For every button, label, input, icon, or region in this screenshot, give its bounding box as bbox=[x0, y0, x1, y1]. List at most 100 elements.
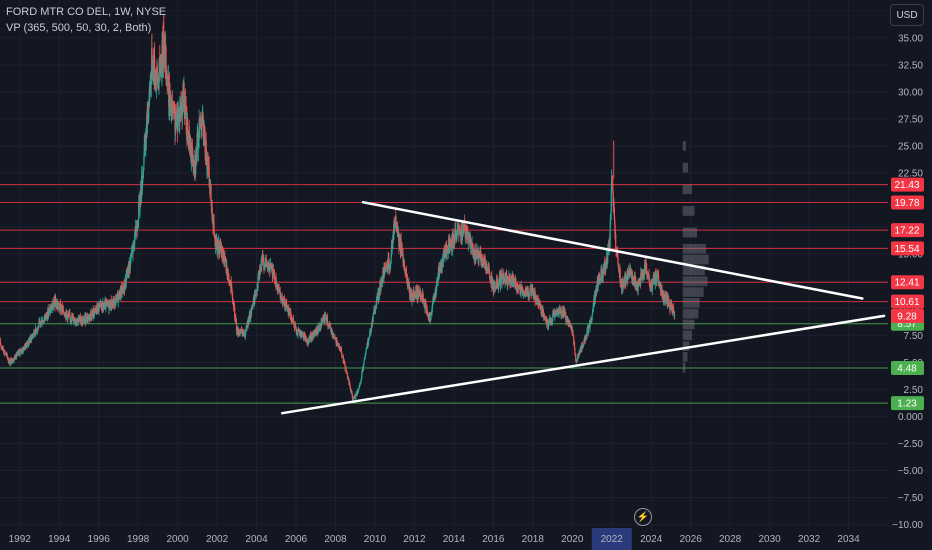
candle-body bbox=[559, 308, 561, 310]
candle-body bbox=[474, 248, 476, 255]
candle-body bbox=[261, 255, 263, 266]
level-badge-label: 8.57 bbox=[897, 319, 917, 330]
candle-body bbox=[151, 48, 153, 72]
candle-body bbox=[668, 302, 670, 306]
candle-body bbox=[33, 330, 35, 334]
candle-body bbox=[672, 306, 675, 313]
y-tick-label: −10.00 bbox=[892, 520, 923, 531]
candle-body bbox=[649, 285, 651, 289]
candle-body bbox=[28, 338, 30, 345]
currency-button[interactable]: USD bbox=[890, 4, 924, 26]
candle-body bbox=[646, 269, 648, 276]
candle-body bbox=[393, 228, 396, 234]
candle-body bbox=[631, 275, 634, 283]
candle-body bbox=[204, 130, 206, 153]
candle-body bbox=[547, 320, 549, 323]
candle-body bbox=[611, 176, 613, 190]
candle-body bbox=[29, 339, 31, 343]
highlighted-x-label-bg bbox=[591, 528, 632, 550]
candle-body bbox=[216, 239, 218, 252]
volume-bin bbox=[682, 243, 707, 254]
candle-body bbox=[400, 239, 402, 252]
horizontal-levels bbox=[0, 184, 888, 404]
candle-body bbox=[613, 201, 615, 209]
candle-body bbox=[648, 279, 651, 286]
candle-body bbox=[674, 315, 676, 316]
candle-body bbox=[596, 280, 598, 288]
candle-body bbox=[73, 318, 75, 321]
candle-body bbox=[156, 65, 158, 73]
candle-body bbox=[449, 240, 451, 248]
candle-body bbox=[148, 102, 150, 120]
trendlines[interactable] bbox=[280, 201, 886, 415]
candle-body bbox=[493, 281, 495, 291]
candle-body bbox=[175, 115, 177, 129]
level-badge-label: 21.43 bbox=[894, 180, 919, 191]
chart-title: FORD MTR CO DEL, 1W, NYSE bbox=[6, 6, 167, 18]
candle-body bbox=[619, 269, 621, 282]
indicator-label[interactable]: VP (365, 500, 50, 30, 2, Both) bbox=[6, 22, 152, 34]
candle-body bbox=[614, 219, 616, 226]
candle-body bbox=[150, 70, 152, 86]
candle-body bbox=[652, 282, 654, 285]
candle-body bbox=[607, 250, 609, 264]
volume-bin bbox=[682, 362, 686, 373]
candle-body bbox=[41, 320, 44, 324]
candle-body bbox=[501, 274, 504, 277]
candle-body bbox=[289, 308, 291, 313]
x-tick-label: 2002 bbox=[206, 534, 229, 545]
candle-body bbox=[205, 141, 207, 160]
candle-body bbox=[202, 115, 204, 138]
y-tick-label: 27.50 bbox=[898, 114, 923, 125]
y-tick-label: 0.000 bbox=[898, 412, 923, 423]
candle-body bbox=[585, 338, 587, 341]
candle-body bbox=[296, 333, 298, 335]
candle-body bbox=[11, 358, 13, 363]
volume-bin bbox=[682, 287, 704, 297]
candle-body bbox=[248, 320, 250, 324]
candle-body bbox=[234, 307, 236, 318]
level-badge bbox=[891, 195, 924, 210]
candle-body bbox=[72, 315, 74, 322]
candle-body bbox=[430, 314, 432, 321]
candle-body bbox=[349, 381, 351, 386]
candle-body bbox=[409, 294, 411, 299]
candle-body bbox=[171, 108, 173, 113]
candle-body bbox=[351, 390, 353, 394]
trendline bbox=[280, 314, 886, 415]
candle-body bbox=[298, 330, 301, 333]
x-tick-label: 1992 bbox=[9, 534, 32, 545]
candle-body bbox=[220, 243, 222, 249]
x-tick-label: 2020 bbox=[561, 534, 584, 545]
candle-body bbox=[601, 269, 603, 279]
time-axis[interactable]: 1992 1994 1996 1998 2000 2002 2004 2006 2008 2010… bbox=[9, 528, 860, 550]
candle-body bbox=[341, 351, 343, 356]
candle-body bbox=[37, 327, 39, 329]
candle-body bbox=[574, 348, 576, 354]
candle-body bbox=[203, 127, 205, 145]
candle-body bbox=[71, 315, 73, 322]
candle-body bbox=[286, 303, 288, 306]
candle-body bbox=[16, 352, 19, 356]
flash-icon[interactable]: ⚡ bbox=[634, 508, 652, 526]
candle-body bbox=[40, 322, 42, 325]
candle-body bbox=[478, 251, 480, 263]
volume-bin bbox=[682, 254, 709, 265]
candle-body bbox=[552, 313, 554, 321]
volume-bin bbox=[682, 341, 690, 351]
gridlines bbox=[0, 0, 888, 530]
candle-body bbox=[115, 301, 117, 305]
price-axis[interactable]: 37.5035.0032.5030.0027.5025.0022.5020.00… bbox=[891, 6, 924, 531]
candle-body bbox=[281, 295, 283, 299]
candle-body bbox=[272, 272, 274, 277]
candle-body bbox=[618, 266, 620, 271]
candle-body bbox=[574, 353, 576, 355]
y-tick-label: 30.00 bbox=[898, 87, 923, 98]
candle-body bbox=[362, 366, 364, 371]
volume-bin bbox=[682, 297, 700, 308]
candle-body bbox=[375, 301, 378, 309]
volume-bin bbox=[682, 265, 705, 276]
y-tick-label: 7.50 bbox=[904, 331, 924, 342]
candle-body bbox=[369, 332, 371, 337]
